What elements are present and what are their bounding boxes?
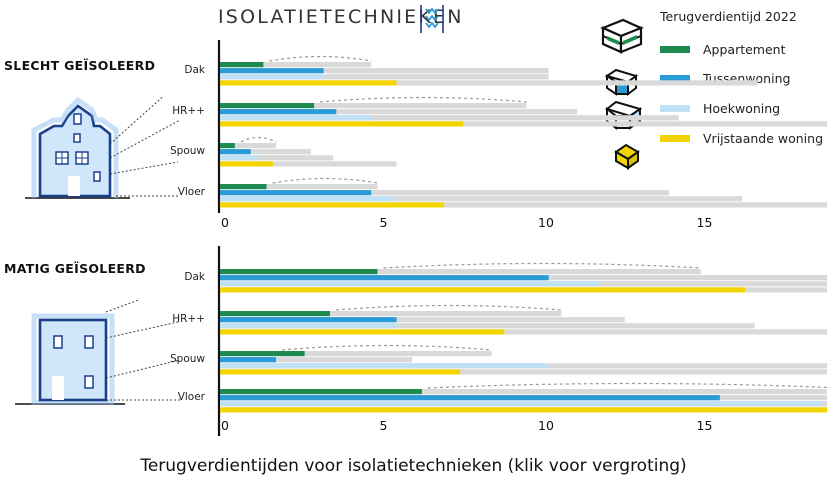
range-bar — [220, 357, 413, 363]
value-bar — [220, 351, 305, 357]
x-tick-label: 5 — [380, 215, 388, 230]
range-bar — [220, 329, 827, 335]
section-title-slecht: SLECHT GEÏSOLEERD — [4, 58, 156, 73]
value-bar — [220, 103, 315, 109]
figure-caption: Terugverdientijden voor isolatietechniek… — [140, 456, 687, 476]
range-bar — [220, 143, 277, 149]
x-tick-label: 0 — [221, 215, 229, 230]
legend-label: Hoekwoning — [703, 101, 781, 116]
range-bar — [220, 202, 827, 208]
value-bar — [220, 74, 324, 80]
value-bar — [220, 269, 378, 275]
section-title-matig: MATIG GEÏSOLEERD — [4, 261, 146, 276]
value-bar — [220, 161, 273, 167]
value-bar — [220, 389, 422, 395]
apartment-building-icon — [600, 18, 644, 54]
value-bar — [220, 363, 549, 369]
value-bar — [220, 155, 258, 161]
poorly-insulated-house-illustration — [25, 96, 181, 199]
value-bar — [220, 369, 460, 375]
legend-swatch — [660, 135, 690, 142]
range-arc — [282, 344, 492, 351]
value-bar — [220, 143, 235, 149]
value-bar — [220, 329, 505, 335]
value-bar — [220, 190, 372, 196]
range-bar — [220, 62, 372, 68]
value-bar — [220, 357, 277, 363]
value-bar — [220, 62, 264, 68]
category-label: Spouw — [170, 353, 205, 365]
range-bar — [220, 196, 743, 202]
range-arc — [272, 177, 378, 184]
range-bar — [220, 161, 397, 167]
value-bar — [220, 395, 720, 401]
category-label: Dak — [184, 64, 206, 76]
value-bar — [220, 311, 330, 317]
range-bar — [220, 351, 492, 357]
value-bar — [220, 184, 267, 190]
range-arc — [320, 96, 527, 103]
range-bar — [220, 74, 549, 80]
x-tick-label: 10 — [538, 215, 554, 230]
value-bar — [220, 109, 337, 115]
range-arc — [269, 55, 372, 62]
category-label: HR++ — [172, 105, 205, 117]
value-bar — [220, 317, 397, 323]
range-arc — [335, 304, 562, 311]
x-tick-label: 15 — [697, 215, 713, 230]
range-bar — [220, 155, 334, 161]
x-tick-label: 10 — [538, 418, 554, 433]
brand-logo-icon — [420, 5, 444, 33]
value-bar — [220, 202, 445, 208]
range-bar — [220, 80, 758, 86]
range-bar — [220, 269, 701, 275]
x-tick-label: 15 — [697, 418, 713, 433]
range-bar — [220, 311, 562, 317]
legend-swatch — [660, 105, 690, 112]
value-bar — [220, 275, 549, 281]
range-bar — [220, 184, 378, 190]
range-bar — [220, 149, 311, 155]
range-bar — [220, 121, 827, 127]
category-label: HR++ — [172, 313, 205, 325]
value-bar — [220, 287, 746, 293]
value-bar — [220, 323, 397, 329]
category-label: Vloer — [178, 391, 206, 403]
category-label: Vloer — [178, 186, 206, 198]
range-arc — [240, 136, 277, 143]
legend-swatch — [660, 75, 690, 82]
range-arc — [427, 382, 827, 389]
range-bar — [220, 68, 549, 74]
legend-label: Appartement — [703, 42, 786, 57]
range-arc — [383, 262, 701, 269]
value-bar — [220, 121, 464, 127]
value-bar — [220, 407, 827, 413]
value-bar — [220, 115, 372, 121]
category-label: Dak — [184, 271, 206, 283]
value-bar — [220, 80, 397, 86]
legend-swatch — [660, 46, 690, 53]
range-bar — [220, 323, 755, 329]
range-bar — [220, 109, 578, 115]
x-tick-label: 5 — [380, 418, 388, 433]
range-bar — [220, 317, 625, 323]
range-bar — [220, 389, 827, 395]
value-bar — [220, 401, 822, 407]
category-label: Spouw — [170, 145, 205, 157]
main-title: ISOLATIETECHNIEKEN — [218, 6, 464, 28]
range-bar — [220, 103, 527, 109]
moderately-insulated-house-illustration — [15, 300, 182, 405]
value-bar — [220, 68, 324, 74]
range-bar — [220, 115, 679, 121]
range-bar — [220, 190, 670, 196]
x-tick-label: 0 — [221, 418, 229, 433]
range-bar — [220, 369, 827, 375]
detached-house-icon — [614, 143, 640, 170]
legend-title: Terugverdientijd 2022 — [660, 9, 797, 24]
value-bar — [220, 281, 600, 287]
value-bar — [220, 149, 251, 155]
legend-label: Vrijstaande woning — [703, 131, 824, 146]
value-bar — [220, 196, 394, 202]
